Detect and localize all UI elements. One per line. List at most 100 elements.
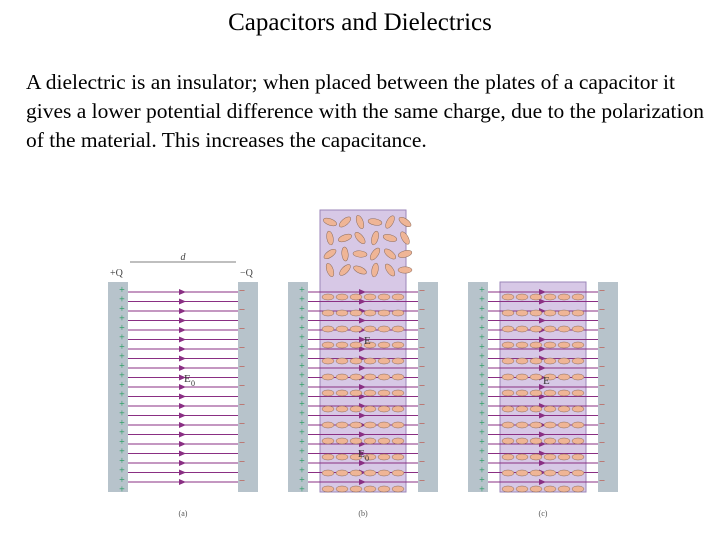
plus-charge-sign: +: [119, 323, 125, 334]
plus-charge-sign: +: [119, 333, 125, 344]
dielectric-molecule: [377, 485, 391, 493]
dielectric-molecule: [543, 357, 557, 365]
plus-charge-sign: +: [119, 437, 125, 448]
dielectric-molecule: [397, 250, 413, 258]
dielectric-molecule: [515, 453, 529, 461]
field-line-arrow: [179, 412, 186, 419]
plus-charge-sign: +: [299, 304, 305, 315]
dielectric-molecule: [501, 421, 515, 429]
field-line-arrow: [539, 384, 546, 390]
dielectric-molecule: [571, 469, 585, 477]
dielectric-molecule: [571, 309, 585, 317]
plus-charge-sign: +: [119, 390, 125, 401]
dielectric-molecule: [515, 373, 529, 381]
dielectric-molecule: [543, 389, 557, 397]
dielectric-molecule: [382, 234, 398, 242]
dielectric-molecule: [397, 266, 413, 274]
plus-charge-sign: +: [119, 342, 125, 353]
plus-charge-sign: +: [119, 456, 125, 467]
minus-charge-sign: –: [599, 399, 606, 410]
dielectric-molecule: [557, 325, 571, 333]
plus-charge-sign: +: [479, 361, 485, 372]
dielectric-molecule: [371, 230, 379, 246]
plus-charge-sign: +: [299, 418, 305, 429]
dielectric-molecule: [335, 309, 349, 317]
field-line-arrow: [179, 431, 186, 438]
dielectric-molecule: [349, 469, 363, 477]
minus-charge-sign: –: [239, 361, 246, 372]
dielectric-molecule: [501, 485, 515, 493]
plus-charge-sign: +: [479, 333, 485, 344]
dielectric-molecule: [501, 373, 515, 381]
dielectric-molecule: [391, 293, 405, 301]
minus-charge-sign: –: [599, 475, 606, 486]
dielectric-molecule: [377, 357, 391, 365]
dielectric-molecule: [363, 405, 377, 413]
positive-plate: [108, 282, 128, 492]
dielectric-molecule: [391, 405, 405, 413]
separation-label: d: [181, 252, 187, 263]
plus-charge-sign: +: [299, 314, 305, 325]
dielectric-molecule: [557, 309, 571, 317]
dielectric-molecule: [501, 293, 515, 301]
dielectric-molecule: [515, 405, 529, 413]
plus-charge-sign: +: [119, 418, 125, 429]
plus-charge-sign: +: [479, 418, 485, 429]
dielectric-molecule: [369, 247, 381, 261]
panel-label: (a): [179, 509, 188, 518]
minus-charge-sign: –: [419, 380, 426, 391]
dielectric-molecule: [335, 453, 349, 461]
dielectric-molecule: [353, 265, 367, 275]
dielectric-molecule: [543, 485, 557, 493]
plus-charge-sign: +: [299, 285, 305, 296]
capacitor-panel: + –++ –++ –++ –++ –++ –++ –++ –++ –++ –++ –++Q −QdE 0…: [108, 252, 258, 518]
dielectric-molecule: [335, 325, 349, 333]
plus-charge-sign: +: [479, 380, 485, 391]
dielectric-molecule: [349, 453, 363, 461]
minus-charge-sign: –: [239, 437, 246, 448]
field-line-arrow: [179, 365, 186, 371]
field-line-arrow: [179, 393, 186, 400]
plus-charge-sign: +: [119, 447, 125, 458]
minus-charge-sign: –: [599, 304, 606, 315]
field-line-arrow: [539, 317, 546, 324]
plus-charge-sign: +: [479, 295, 485, 306]
field0-label: E: [358, 448, 365, 460]
field-line-arrow: [179, 355, 186, 362]
minus-charge-sign: –: [419, 475, 426, 486]
dielectric-molecule: [557, 373, 571, 381]
dielectric-molecule: [321, 453, 335, 461]
dielectric-molecule: [571, 389, 585, 397]
dielectric-molecule: [391, 437, 405, 445]
field-label: E: [184, 373, 191, 385]
field-line-arrow: [359, 336, 366, 343]
capacitor-panel: + –++ –++ –++ –++ –++ –++ –++ –++ –++ –++ –+EE 0(b): [288, 209, 438, 518]
field-line-arrow: [539, 431, 546, 438]
plus-charge-sign: +: [479, 437, 485, 448]
dielectric-molecule: [391, 469, 405, 477]
minus-charge-sign: –: [239, 380, 246, 391]
minus-charge-sign: –: [239, 342, 246, 353]
dielectric-molecule: [377, 309, 391, 317]
minus-charge-sign: –: [599, 456, 606, 467]
field-line-arrow: [359, 479, 366, 485]
dielectric-molecule: [571, 485, 585, 493]
minus-charge-sign: –: [599, 323, 606, 334]
plus-charge-sign: +: [119, 485, 125, 496]
dielectric-molecule: [529, 389, 543, 397]
minus-charge-sign: –: [599, 361, 606, 372]
dielectric-molecule: [349, 357, 363, 365]
dielectric-molecule: [377, 421, 391, 429]
plus-q-label: +Q: [110, 268, 124, 279]
minus-charge-sign: –: [239, 323, 246, 334]
dielectric-molecule: [363, 421, 377, 429]
dielectric-molecule: [363, 325, 377, 333]
dielectric-molecule: [571, 421, 585, 429]
field-line-arrow: [179, 403, 186, 409]
dielectric-molecule: [323, 217, 337, 227]
dielectric-molecule: [543, 341, 557, 349]
minus-charge-sign: –: [239, 475, 246, 486]
plus-charge-sign: +: [119, 295, 125, 306]
dielectric-molecule: [352, 250, 368, 258]
plus-charge-sign: +: [119, 304, 125, 315]
